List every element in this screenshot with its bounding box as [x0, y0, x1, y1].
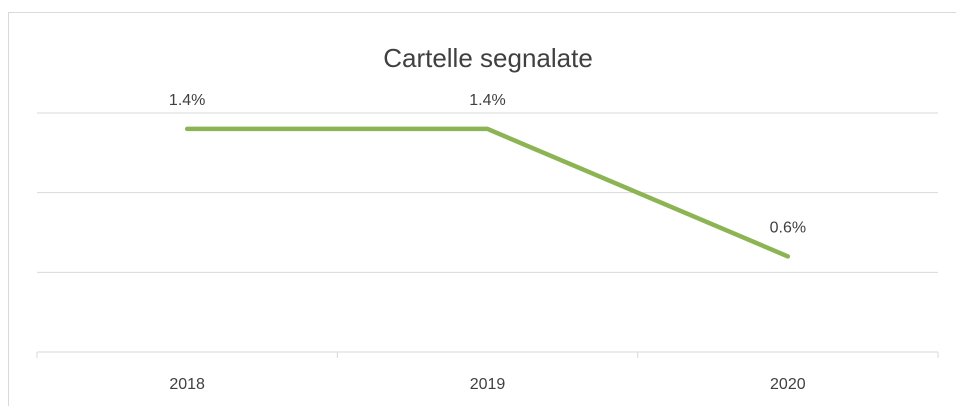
data-label: 0.6% — [770, 220, 806, 237]
data-line — [184, 126, 791, 259]
x-tick-label: 2020 — [770, 376, 806, 393]
chart-title: Cartelle segnalate — [383, 43, 593, 73]
x-tick-label: 2019 — [470, 376, 506, 393]
chart-border — [8, 12, 956, 406]
data-label: 1.4% — [169, 92, 205, 109]
x-tick-label: 2018 — [169, 376, 205, 393]
data-label: 1.4% — [469, 92, 505, 109]
